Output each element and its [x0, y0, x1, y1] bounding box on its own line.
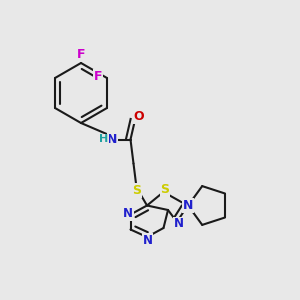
Text: F: F: [94, 70, 102, 83]
Text: N: N: [183, 199, 193, 212]
Text: N: N: [174, 217, 184, 230]
Text: N: N: [107, 133, 118, 146]
Text: O: O: [133, 110, 144, 123]
Text: N: N: [123, 207, 133, 220]
Text: N: N: [143, 233, 153, 247]
Text: S: S: [133, 184, 142, 197]
Text: F: F: [77, 47, 85, 61]
Text: S: S: [160, 183, 169, 196]
Text: H: H: [99, 134, 108, 145]
